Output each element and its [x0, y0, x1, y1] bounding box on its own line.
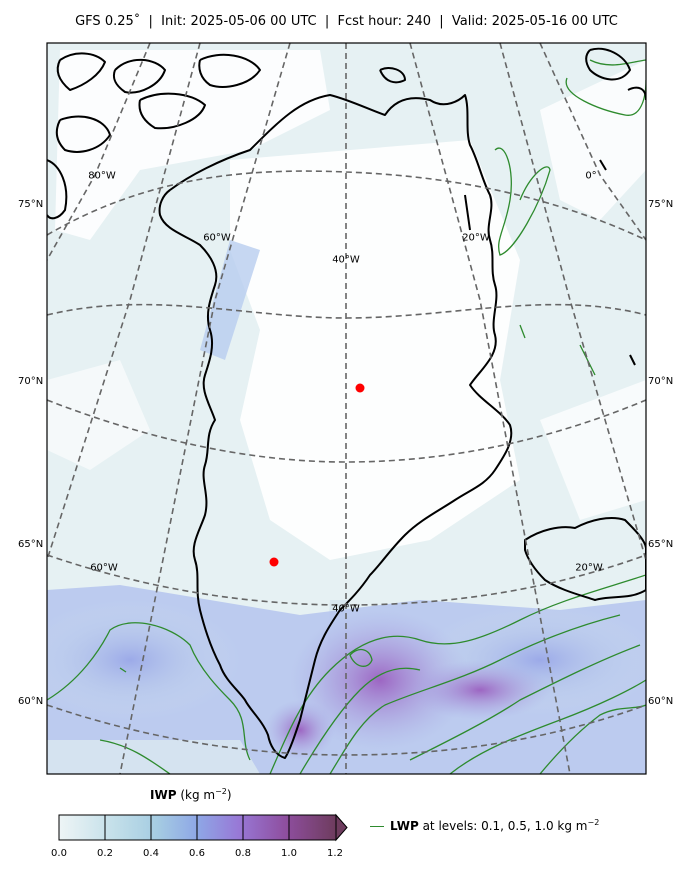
colorbar-units-end: ) — [226, 788, 232, 802]
lon-label-20w-bottom: 20°W — [575, 562, 603, 574]
lwp-legend-var: LWP — [390, 819, 419, 833]
lon-label-60w-bottom: 60°W — [90, 562, 118, 574]
colorbar-tick: 0.0 — [51, 848, 67, 859]
lat-label-65-right: 65°N — [648, 539, 674, 550]
lon-label-40w-bottom: 40°W — [332, 603, 360, 615]
colorbar-units-exp: −2 — [215, 787, 227, 796]
colorbar-tick: 0.2 — [97, 848, 113, 859]
chart-title: GFS 0.25˚ | Init: 2025-05-06 00 UTC | Fc… — [75, 14, 618, 29]
lat-label-70-left: 70°N — [18, 376, 44, 387]
colorbar-variable: IWP — [150, 788, 177, 802]
lat-label-60-right: 60°N — [648, 696, 674, 707]
lat-label-70-right: 70°N — [648, 376, 674, 387]
map-frame — [46, 42, 647, 775]
map-field — [47, 43, 646, 774]
colorbar-tick: 0.4 — [143, 848, 159, 859]
site-marker-1 — [355, 383, 365, 393]
lwp-legend-swatch — [370, 826, 384, 827]
lon-label-80w: 80°W — [88, 170, 116, 182]
colorbar — [58, 813, 348, 842]
lon-label-40w-top: 40°W — [332, 254, 360, 266]
colorbar-title: IWP (kg m−2) — [150, 787, 232, 802]
lon-label-60w-top: 60°W — [203, 232, 231, 244]
colorbar-tick: 1.2 — [327, 848, 343, 859]
lwp-legend: LWP at levels: 0.1, 0.5, 1.0 kg m−2 — [370, 818, 599, 833]
lon-label-0: 0° — [585, 170, 597, 182]
colorbar-tick: 1.0 — [281, 848, 297, 859]
lat-label-65-left: 65°N — [18, 539, 44, 550]
colorbar-units: (kg m — [180, 788, 216, 802]
colorbar-tick: 0.8 — [235, 848, 251, 859]
lat-label-60-left: 60°N — [18, 696, 44, 707]
lwp-legend-exp: −2 — [587, 818, 600, 827]
lon-label-20w-top: 20°W — [462, 232, 490, 244]
lwp-legend-text: at levels: 0.1, 0.5, 1.0 kg m — [418, 819, 588, 833]
colorbar-tick: 0.6 — [189, 848, 205, 859]
lat-label-75-left: 75°N — [18, 199, 44, 210]
lat-label-75-right: 75°N — [648, 199, 674, 210]
graticule — [47, 43, 646, 774]
site-marker-2 — [269, 557, 279, 567]
